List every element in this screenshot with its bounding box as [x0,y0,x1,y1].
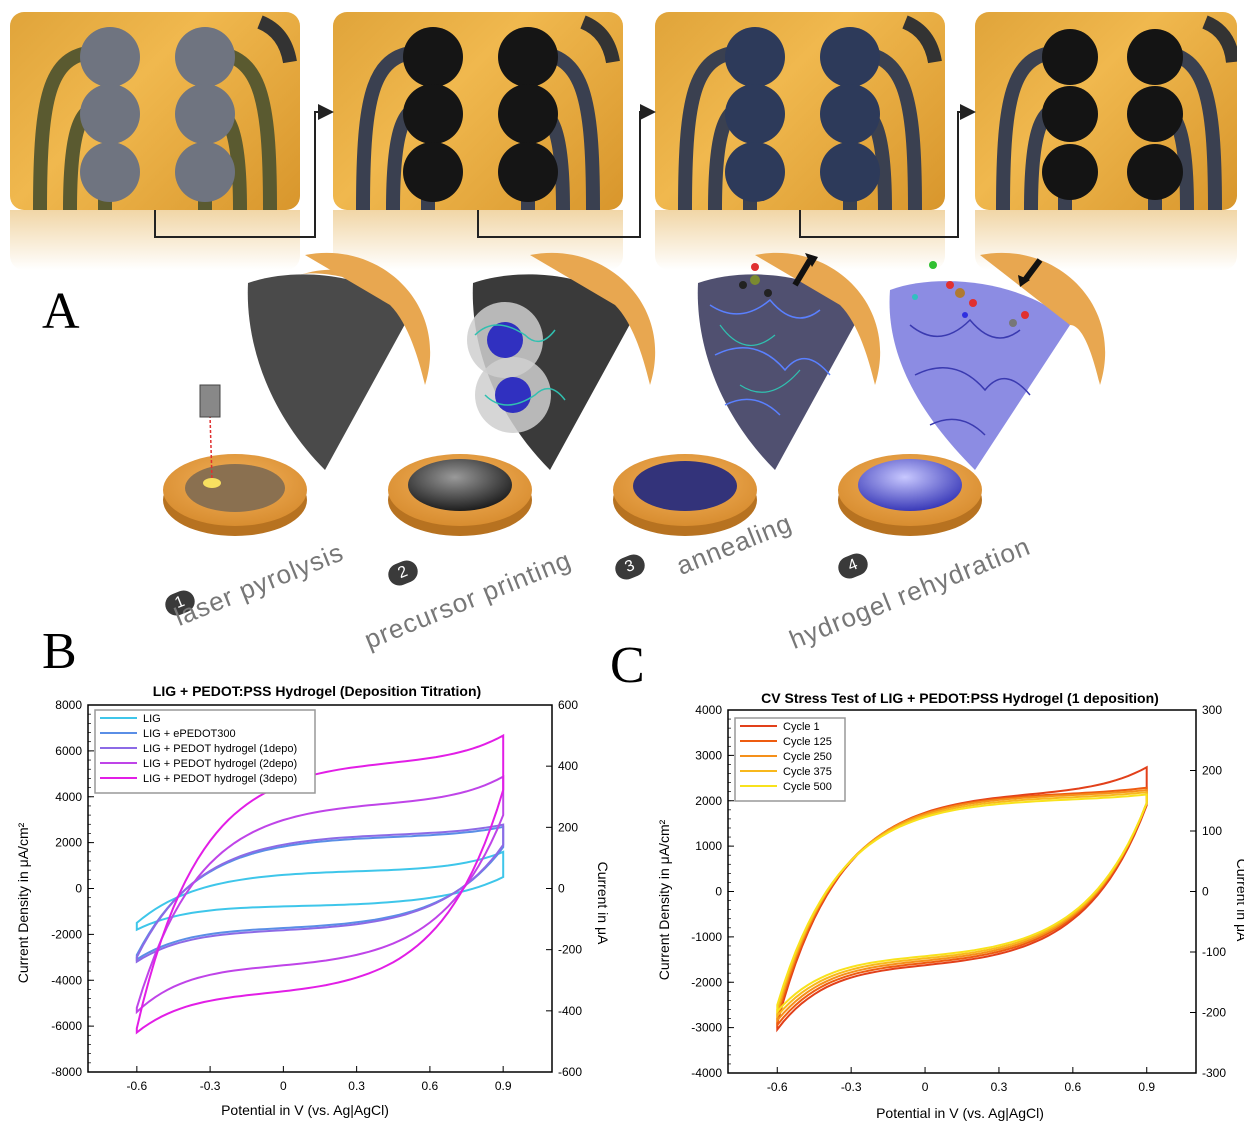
process-arrows [154,104,976,238]
cv-chart-stress-test: CV Stress Test of LIG + PEDOT:PSS Hydrog… [656,690,1244,1121]
y2-tick-label: 200 [1202,764,1222,778]
photo-step-1-graphic [33,15,297,210]
y2-axis-label: Current in μA [595,862,611,945]
legend-entry: Cycle 1 [783,721,820,733]
y-tick-label: 8000 [55,698,82,712]
series-line [135,850,505,932]
x-tick-label: 0 [922,1080,929,1094]
series-line [135,823,505,964]
series-line [135,774,505,1015]
series-line [776,786,1148,1028]
y-tick-label: 6000 [55,744,82,758]
y2-tick-label: 100 [1202,824,1222,838]
x-axis-label: Potential in V (vs. Ag|AgCl) [876,1105,1044,1121]
y2-tick-label: 600 [558,698,578,712]
panel-label-b: B [42,623,77,680]
legend-entry: LIG + ePEDOT300 [143,728,236,740]
y-tick-label: -4000 [51,973,82,987]
y-tick-label: -6000 [51,1019,82,1033]
x-tick-label: 0.6 [1064,1080,1081,1094]
y-tick-label: 4000 [695,703,722,717]
panel-label-c: C [610,637,645,694]
legend-entry: Cycle 500 [783,781,832,793]
y2-tick-label: -200 [558,943,582,957]
x-tick-label: 0 [280,1079,287,1093]
chart-title: CV Stress Test of LIG + PEDOT:PSS Hydrog… [761,690,1159,706]
y-tick-label: 2000 [695,794,722,808]
legend [734,717,846,802]
photo-step-3 [655,12,945,210]
plot-area: 80006000400020000-2000-4000-6000-8000600… [51,698,582,1093]
legend-entry: Cycle 125 [783,736,832,748]
y2-tick-label: 0 [558,882,565,896]
photo-step-3-graphic [678,15,942,210]
x-tick-label: 0.9 [495,1079,512,1093]
x-tick-label: 0.9 [1138,1080,1155,1094]
y-tick-label: 1000 [695,839,722,853]
step-3-illustration [613,252,881,536]
legend-entry: Cycle 375 [783,766,832,778]
photo-step-4-graphic [996,15,1237,210]
step-1-illustration [163,252,431,536]
cv-chart-deposition-titration: LIG + PEDOT:PSS Hydrogel (Deposition Tit… [15,683,611,1118]
y-tick-label: 0 [715,885,722,899]
chart-title: LIG + PEDOT:PSS Hydrogel (Deposition Tit… [153,683,481,699]
y-tick-label: -2000 [51,927,82,941]
legend-entry: LIG + PEDOT hydrogel (1depo) [143,743,297,755]
photo-step-1 [10,12,300,210]
process-schematic [163,252,1106,536]
legend-entry: LIG + PEDOT hydrogel (3depo) [143,773,297,785]
y-tick-label: 3000 [695,748,722,762]
step-2-illustration [388,252,656,536]
y-tick-label: -8000 [51,1065,82,1079]
step-4-illustration [838,252,1106,536]
x-tick-label: -0.6 [767,1080,788,1094]
y-tick-label: 0 [75,882,82,896]
legend-entry: LIG [143,713,161,725]
x-tick-label: -0.3 [200,1079,221,1093]
y-tick-label: -3000 [691,1021,722,1035]
y2-tick-label: -200 [1202,1006,1226,1020]
y2-tick-label: 0 [1202,885,1209,899]
y-tick-label: -4000 [691,1066,722,1080]
y-tick-label: -2000 [691,975,722,989]
x-tick-label: -0.6 [126,1079,147,1093]
x-tick-label: 0.6 [422,1079,439,1093]
y2-tick-label: 400 [558,759,578,773]
series-line [776,788,1148,1024]
x-tick-label: -0.3 [841,1080,862,1094]
y2-tick-label: 200 [558,820,578,834]
series-line [135,825,505,962]
x-tick-label: 0.3 [991,1080,1008,1094]
x-tick-label: 0.3 [348,1079,365,1093]
legend [94,709,316,794]
photo-step-2 [333,12,623,210]
y-tick-label: 4000 [55,790,82,804]
y2-axis-label: Current in μA [1234,859,1244,942]
y2-tick-label: -600 [558,1065,582,1079]
y2-tick-label: -100 [1202,945,1226,959]
arrow-2-to-3 [477,104,656,238]
plot-area: 40003000200010000-1000-2000-3000-4000300… [691,703,1226,1094]
arrow-3-to-4 [799,104,976,238]
photo-step-4 [975,12,1237,210]
y-tick-label: -1000 [691,930,722,944]
series-line [776,793,1148,1014]
photo-step-2-graphic [356,15,620,210]
series-line [135,733,505,1035]
arrow-1-to-2 [154,104,334,238]
panel-label-a: A [42,283,80,340]
x-axis-label: Potential in V (vs. Ag|AgCl) [221,1102,389,1118]
y-axis-label: Current Density in μA/cm² [656,819,672,980]
legend-entry: LIG + PEDOT hydrogel (2depo) [143,758,297,770]
y-tick-label: 2000 [55,836,82,850]
y2-tick-label: -300 [1202,1066,1226,1080]
y2-tick-label: 300 [1202,703,1222,717]
y-axis-label: Current Density in μA/cm² [15,822,31,983]
legend-entry: Cycle 250 [783,751,832,763]
y2-tick-label: -400 [558,1004,582,1018]
